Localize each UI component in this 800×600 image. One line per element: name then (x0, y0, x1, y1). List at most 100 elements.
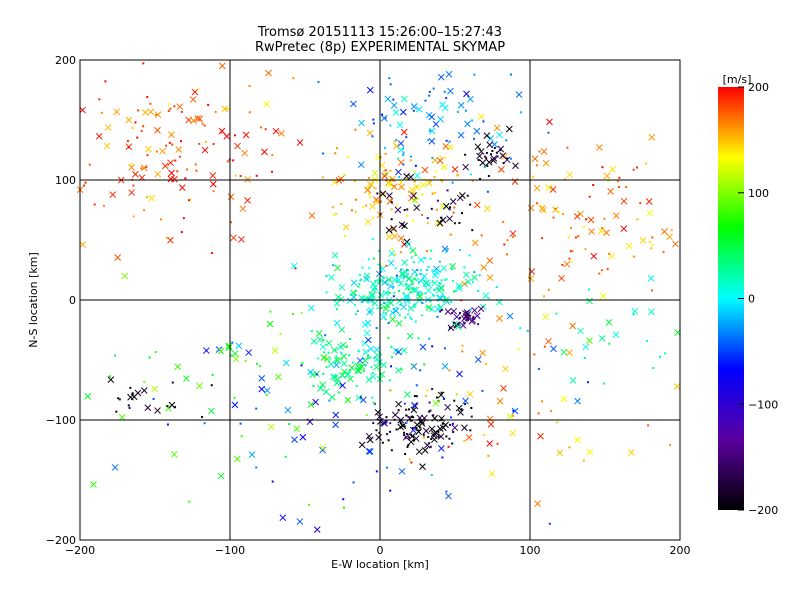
dot-marker (375, 327, 378, 330)
dot-marker (362, 357, 365, 360)
x-tick-label: 200 (670, 544, 691, 557)
dot-marker (239, 422, 242, 425)
dot-marker (212, 143, 215, 146)
dot-marker (176, 170, 179, 173)
dot-marker (149, 102, 152, 105)
dot-marker (402, 275, 405, 278)
dot-marker (437, 304, 440, 307)
cross-marker (455, 285, 463, 292)
dot-marker (481, 389, 484, 392)
y-tick-label: 0 (69, 294, 76, 307)
cross-marker (648, 308, 655, 316)
dot-marker (211, 373, 214, 376)
dot-marker (409, 316, 412, 319)
dot-marker (143, 209, 146, 212)
dot-marker (260, 126, 263, 129)
dot-marker (323, 351, 326, 354)
cross-marker (217, 347, 225, 355)
dot-marker (399, 268, 402, 271)
cross-marker (390, 225, 398, 232)
cross-marker (409, 247, 417, 254)
dot-marker (390, 365, 393, 368)
cross-marker (208, 407, 215, 415)
cross-marker (388, 250, 396, 257)
dot-marker (405, 178, 408, 181)
dot-marker (650, 289, 653, 292)
cross-marker (556, 449, 564, 457)
cross-marker (422, 427, 430, 435)
dot-marker (464, 403, 467, 406)
dot-marker (322, 338, 325, 341)
dot-marker (389, 124, 392, 127)
dot-marker (127, 404, 130, 407)
dot-marker (155, 113, 158, 116)
dot-marker (255, 174, 258, 177)
dot-marker (335, 308, 338, 311)
cross-marker (436, 157, 444, 164)
dot-marker (325, 291, 328, 294)
dot-marker (480, 234, 483, 237)
cross-marker (569, 377, 577, 384)
dot-marker (406, 208, 409, 211)
cross-marker (350, 100, 357, 108)
cross-marker (560, 348, 568, 356)
dot-marker (127, 146, 130, 149)
cross-marker (496, 397, 504, 405)
cross-marker (325, 339, 333, 347)
dot-marker (446, 189, 449, 192)
dot-marker (645, 339, 648, 342)
dot-marker (376, 307, 379, 310)
cross-marker (474, 143, 482, 151)
cross-marker (375, 270, 383, 278)
dot-marker (429, 257, 432, 260)
dot-marker (372, 118, 375, 121)
dot-marker (168, 141, 171, 144)
dot-marker (358, 274, 361, 277)
cross-marker (595, 144, 603, 151)
dot-marker (396, 280, 399, 283)
dot-marker (555, 421, 558, 424)
cross-marker (114, 254, 122, 261)
cross-marker (540, 148, 548, 155)
cross-marker (339, 372, 346, 379)
y-tick-label: −200 (46, 534, 76, 547)
dot-marker (357, 285, 360, 288)
cross-marker (402, 433, 410, 441)
dot-marker (450, 300, 453, 303)
cross-marker (497, 145, 505, 153)
dot-marker (421, 193, 424, 196)
dot-marker (387, 321, 390, 324)
cross-marker (463, 90, 470, 98)
dot-marker (540, 205, 543, 208)
dot-marker (510, 73, 513, 76)
dot-marker (255, 407, 258, 410)
cross-marker (151, 385, 158, 393)
cross-marker (397, 146, 405, 154)
dot-marker (180, 140, 183, 143)
dot-marker (351, 361, 354, 364)
cross-marker (439, 424, 447, 432)
dot-marker (405, 136, 408, 139)
dot-marker (146, 95, 149, 98)
dot-marker (440, 391, 443, 394)
dot-marker (248, 111, 251, 114)
cross-marker (457, 408, 464, 416)
cross-marker (412, 286, 420, 294)
dot-marker (512, 409, 515, 412)
cross-marker (394, 168, 402, 176)
dot-marker (486, 190, 489, 193)
dot-marker (368, 193, 371, 196)
cross-marker (433, 268, 440, 276)
dot-marker (134, 121, 137, 124)
dot-marker (487, 454, 490, 457)
dot-marker (365, 414, 368, 417)
dot-marker (188, 199, 191, 202)
dot-marker (390, 208, 393, 211)
cross-marker (437, 433, 445, 440)
cross-marker (167, 175, 175, 183)
dot-marker (356, 310, 359, 313)
dot-marker (423, 363, 426, 366)
dot-marker (343, 174, 346, 177)
dot-marker (435, 208, 438, 211)
dot-marker (359, 396, 362, 399)
